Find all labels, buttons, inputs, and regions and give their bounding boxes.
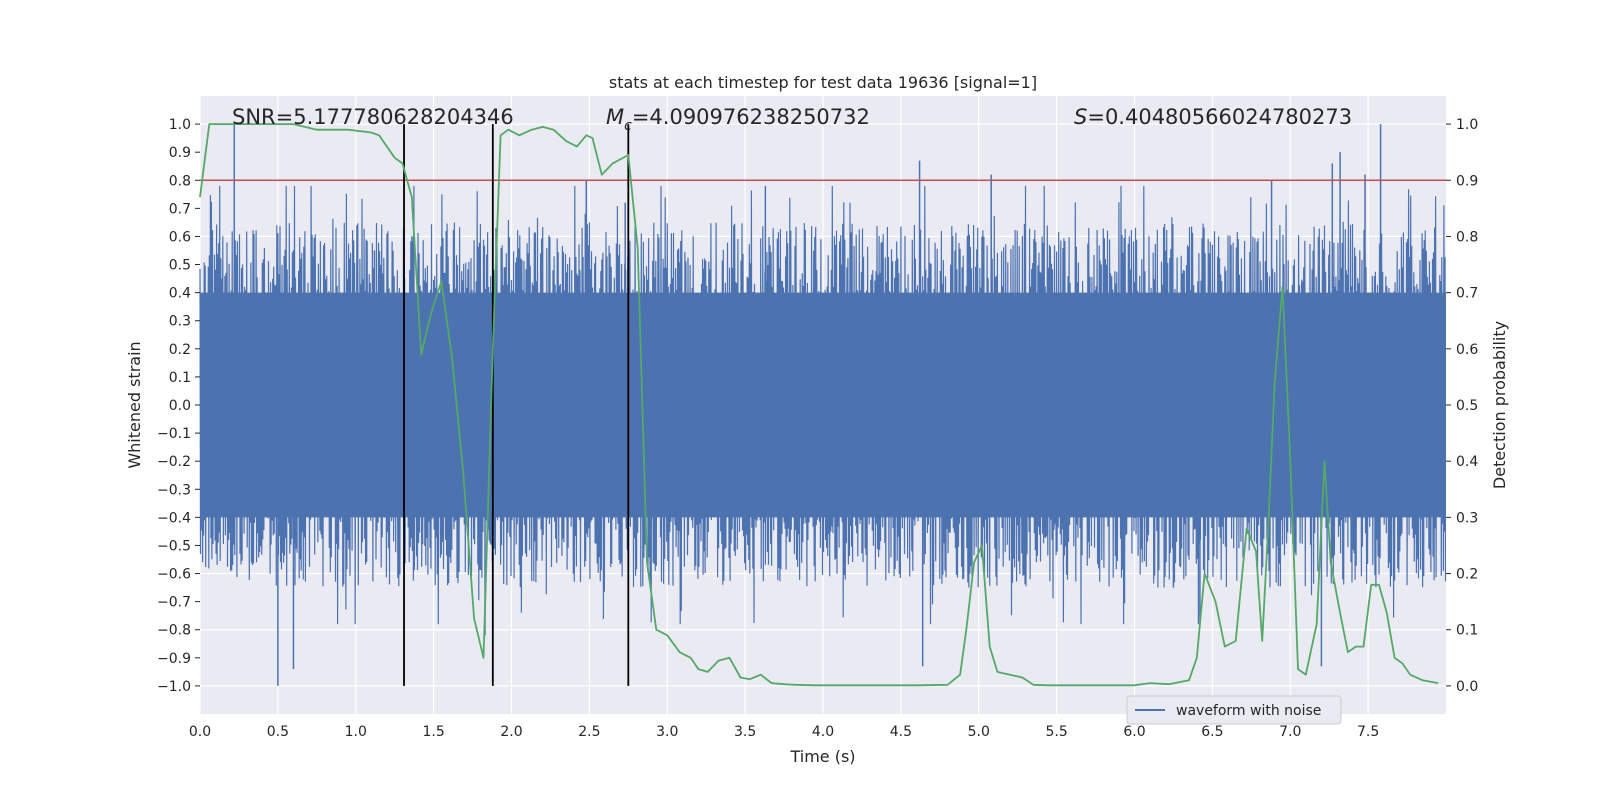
- x-tick-label: 0.0: [189, 724, 211, 740]
- y-tick-label: −0.7: [157, 595, 191, 611]
- s-symbol: S: [1074, 105, 1087, 129]
- y-tick-label: 0.4: [169, 286, 191, 302]
- x-tick-label: 0.5: [267, 724, 289, 740]
- y2-axis-ticks: 1.0 0.9 0.8 0.7 0.6 0.5 0.4 0.3 0.2 0.1 0.0: [1446, 117, 1478, 695]
- x-tick-label: 3.5: [734, 724, 756, 740]
- chirp-mass-value: =4.090976238250732: [632, 105, 870, 129]
- legend-box: [1126, 695, 1342, 725]
- y-tick-label: 0.1: [169, 370, 191, 386]
- y-tick-label: −0.5: [157, 538, 191, 554]
- detection-probability-line: [199, 123, 1439, 687]
- y-tick-label: −0.6: [157, 567, 191, 583]
- x-tick-label: 7.0: [1279, 724, 1301, 740]
- y2-tick-label: 0.0: [1456, 679, 1478, 695]
- y2-tick-label: 1.0: [1456, 117, 1478, 133]
- y-tick-label: 1.0: [169, 117, 191, 133]
- chirp-mass-symbol: M: [606, 105, 624, 129]
- waveform-core-band: [200, 292, 1446, 518]
- y2-tick-label: 0.3: [1456, 510, 1478, 526]
- x-tick-label: 1.0: [345, 724, 367, 740]
- y-tick-label: −0.8: [157, 623, 191, 639]
- x-tick-label: 3.0: [656, 724, 678, 740]
- chirp-mass-subscript: c: [624, 118, 632, 134]
- x-tick-label: 5.5: [1045, 724, 1067, 740]
- chart-title: stats at each timestep for test data 196…: [609, 73, 1037, 92]
- y2-tick-label: 0.7: [1456, 286, 1478, 302]
- legend-label: waveform with noise: [1176, 703, 1321, 719]
- waveform-series: [199, 124, 1447, 686]
- y-tick-label: −0.3: [157, 482, 191, 498]
- y-tick-label: 0.0: [169, 398, 191, 414]
- detection-probability-series: [199, 123, 1439, 687]
- y-tick-label: 0.8: [169, 173, 191, 189]
- y2-tick-label: 0.2: [1456, 567, 1478, 583]
- s-annotation: S=0.40480566024780273: [1074, 105, 1352, 129]
- y2-axis-label: Detection probability: [1490, 321, 1509, 489]
- x-tick-label: 2.5: [578, 724, 600, 740]
- y-tick-label: 0.3: [169, 314, 191, 330]
- y-axis-label: Whitened strain: [125, 341, 144, 468]
- y-tick-label: 0.6: [169, 229, 191, 245]
- y-tick-label: −1.0: [157, 679, 191, 695]
- x-tick-label: 1.5: [422, 724, 444, 740]
- y-tick-label: 0.9: [169, 145, 191, 161]
- x-tick-label: 6.0: [1123, 724, 1145, 740]
- y2-tick-label: 0.9: [1456, 173, 1478, 189]
- y-tick-label: 0.2: [169, 342, 191, 358]
- y2-tick-label: 0.8: [1456, 229, 1478, 245]
- y2-tick-label: 0.1: [1456, 623, 1478, 639]
- x-tick-label: 6.5: [1201, 724, 1223, 740]
- y-axis-ticks: 1.0 0.9 0.8 0.7 0.6 0.5 0.4 0.3 0.2 0.1 0.0 −0.1 −0.…: [157, 117, 200, 695]
- y-tick-label: −0.2: [157, 454, 191, 470]
- x-tick-label: 4.5: [890, 724, 912, 740]
- x-axis-label: Time (s): [789, 747, 855, 766]
- y-tick-label: −0.4: [157, 510, 191, 526]
- y2-tick-label: 0.4: [1456, 454, 1478, 470]
- y-tick-label: 0.5: [169, 258, 191, 274]
- x-tick-label: 2.0: [500, 724, 522, 740]
- snr-annotation: SNR=5.177780628204346: [232, 105, 514, 129]
- legend: waveform with noise: [1126, 695, 1342, 725]
- y-tick-label: −0.9: [157, 651, 191, 667]
- vertical-markers: [403, 124, 630, 686]
- x-tick-label: 5.0: [968, 724, 990, 740]
- y-tick-label: −0.1: [157, 426, 191, 442]
- y-tick-label: 0.7: [169, 201, 191, 217]
- y2-tick-label: 0.6: [1456, 342, 1478, 358]
- y2-tick-label: 0.5: [1456, 398, 1478, 414]
- s-value: =0.40480566024780273: [1087, 105, 1352, 129]
- x-axis-ticks: 0.0 0.5 1.0 1.5 2.0 2.5 3.0 3.5 4.0 4.5 5.0 5.5 6.0 6…: [189, 724, 1379, 740]
- x-tick-label: 7.5: [1357, 724, 1379, 740]
- x-tick-label: 4.0: [812, 724, 834, 740]
- chirp-mass-annotation: Mc=4.090976238250732: [606, 105, 870, 134]
